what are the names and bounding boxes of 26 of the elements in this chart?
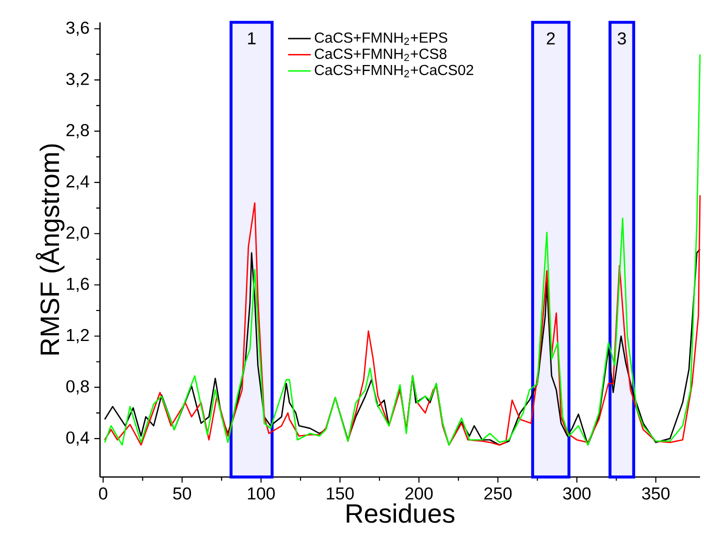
x-tick-label: 300 (563, 487, 591, 500)
y-tick-label: 1,2 (66, 328, 89, 344)
x-tick-label: 250 (484, 487, 512, 500)
x-tick-label: 350 (642, 487, 670, 500)
x-tick-label: 0 (99, 487, 108, 500)
legend-label: CaCS+FMNH$_{2}$+EPS (314, 32, 448, 45)
x-tick-label: 100 (248, 487, 275, 500)
y-tick-label: 1,6 (66, 278, 89, 292)
x-tick-label: 200 (405, 487, 433, 500)
band-label: 1 (248, 32, 256, 44)
y-tick-label: 2,0 (66, 226, 89, 241)
legend-label: CaCS+FMNH$_{2}$+CaCS02 (314, 64, 474, 78)
line-series (104, 194, 701, 446)
band-label: 2 (546, 32, 555, 44)
y-axis-title: RMSF (Ångstrom) (36, 144, 64, 354)
x-tick-label: 50 (173, 487, 192, 500)
y-tick-label: 2,8 (66, 124, 89, 138)
x-axis-title: Residues (346, 503, 454, 523)
band-label: 3 (618, 32, 626, 45)
y-tick-label: 0,8 (66, 380, 89, 394)
legend-label: CaCS+FMNH$_{2}$+CS8 (314, 48, 446, 62)
y-tick-label: 0,4 (66, 431, 90, 446)
y-tick-label: 3,6 (66, 22, 89, 36)
y-tick-label: 3,2 (66, 72, 89, 88)
x-tick-label: 150 (326, 487, 354, 500)
y-tick-label: 2,4 (66, 175, 90, 190)
